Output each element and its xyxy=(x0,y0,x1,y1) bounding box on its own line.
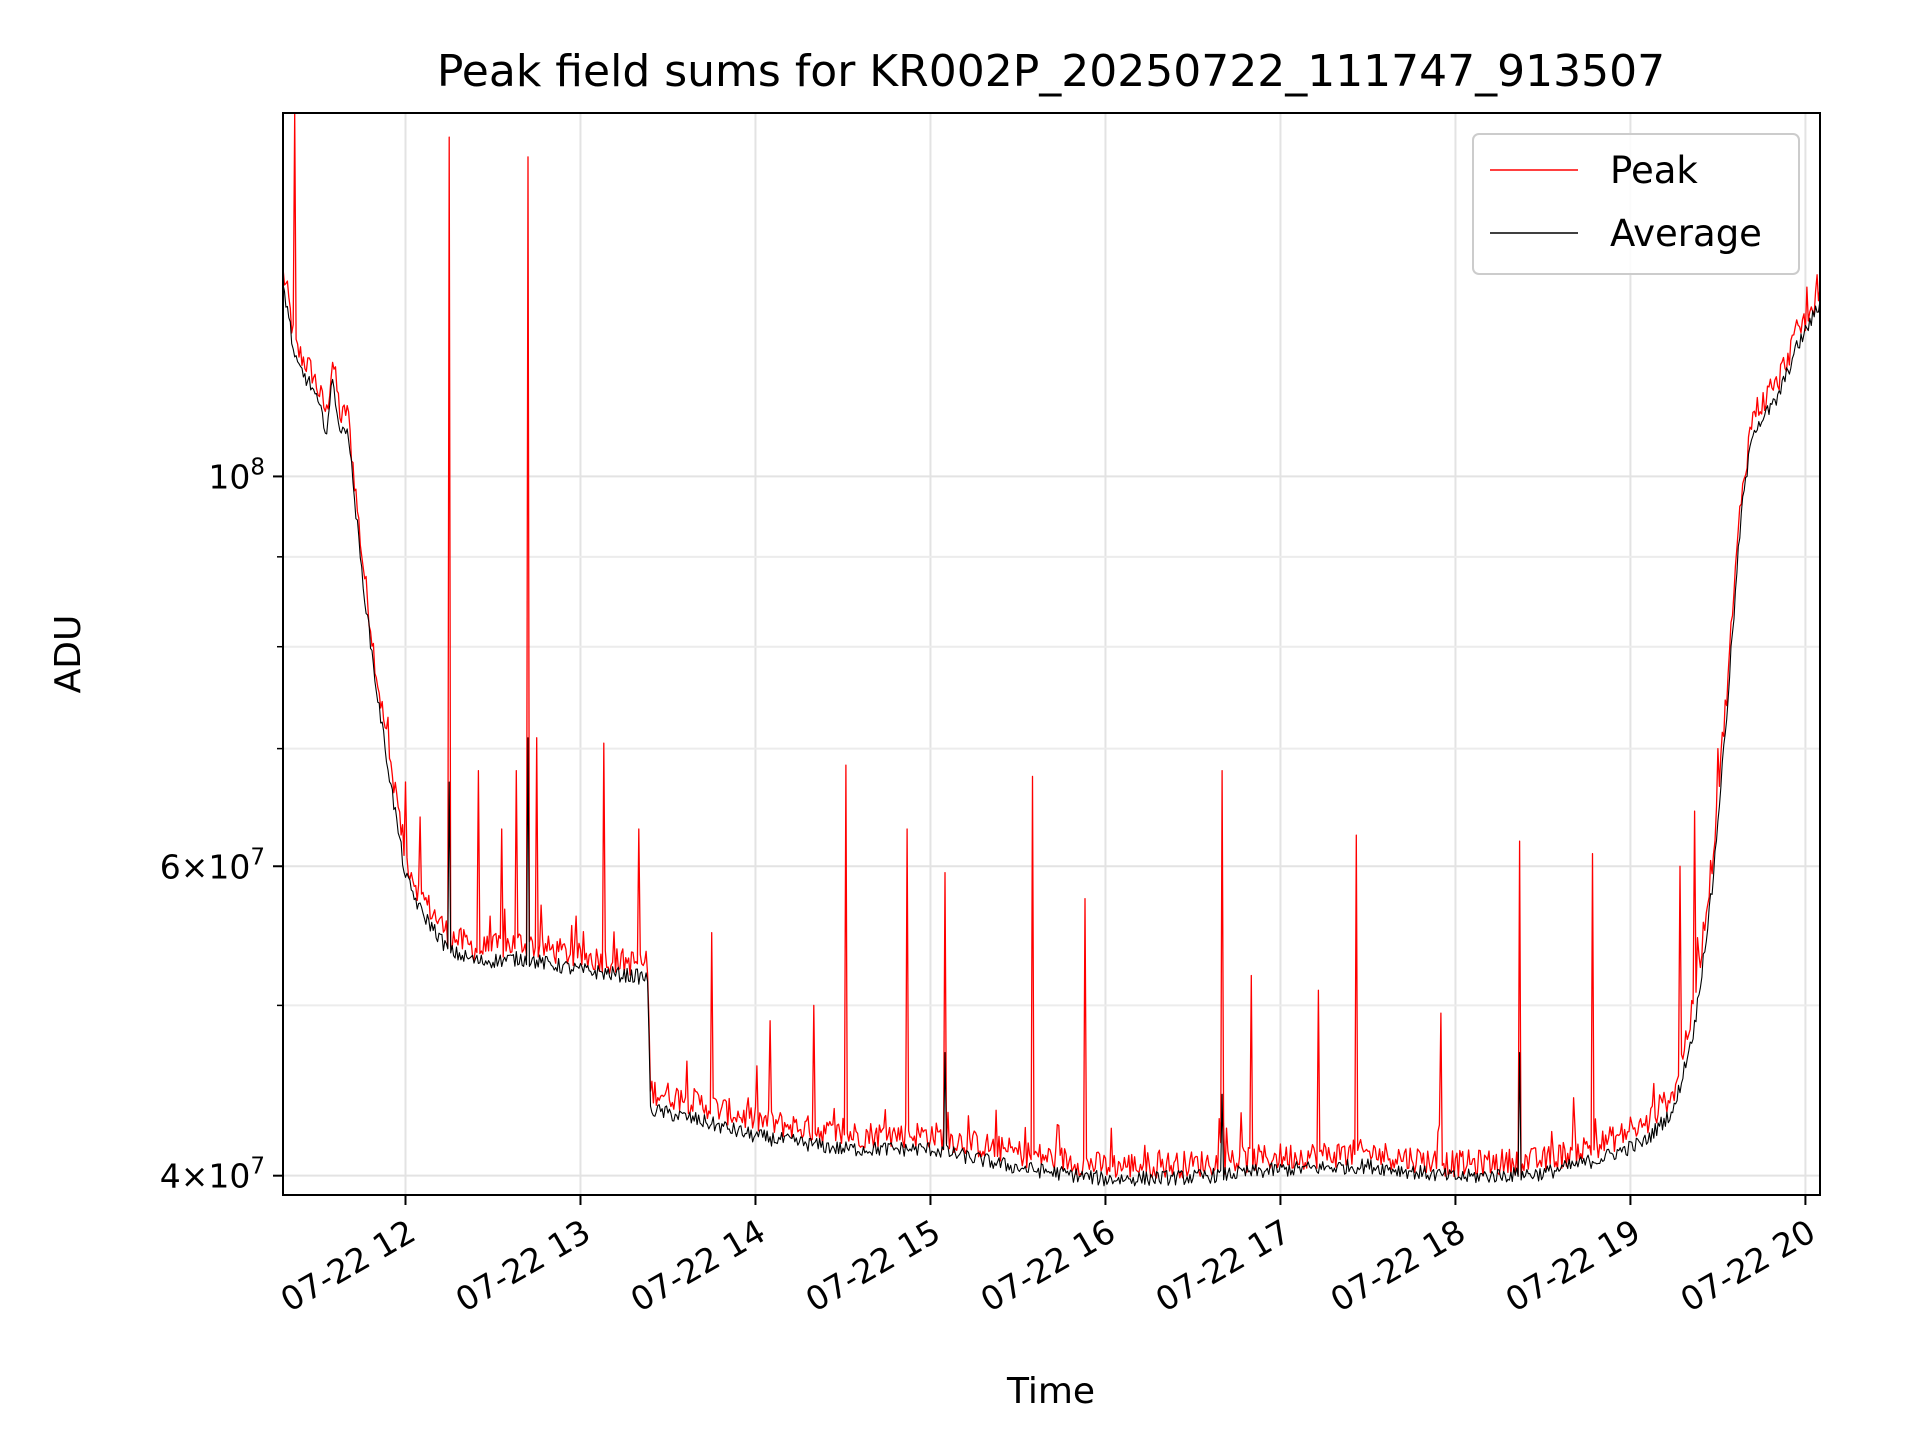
legend: Peak Average xyxy=(1472,133,1800,275)
plot-frame xyxy=(282,112,1821,1196)
legend-label-peak: Peak xyxy=(1610,149,1698,192)
grid xyxy=(283,113,1820,1195)
y-axis-label: ADU xyxy=(48,615,89,694)
series-peak-line xyxy=(283,113,1820,1179)
series-average-line xyxy=(283,284,1820,1187)
x-axis-label: Time xyxy=(1006,1371,1095,1412)
series-layer xyxy=(283,113,1820,1187)
legend-box xyxy=(1472,133,1800,275)
y-tick-label: 108 xyxy=(208,454,265,496)
y-tick-label: 6×107 xyxy=(160,844,265,886)
y-tick-label: 4×107 xyxy=(160,1154,265,1196)
chart-title: Peak field sums for KR002P_20250722_1117… xyxy=(437,46,1665,97)
legend-label-average: Average xyxy=(1610,212,1762,255)
